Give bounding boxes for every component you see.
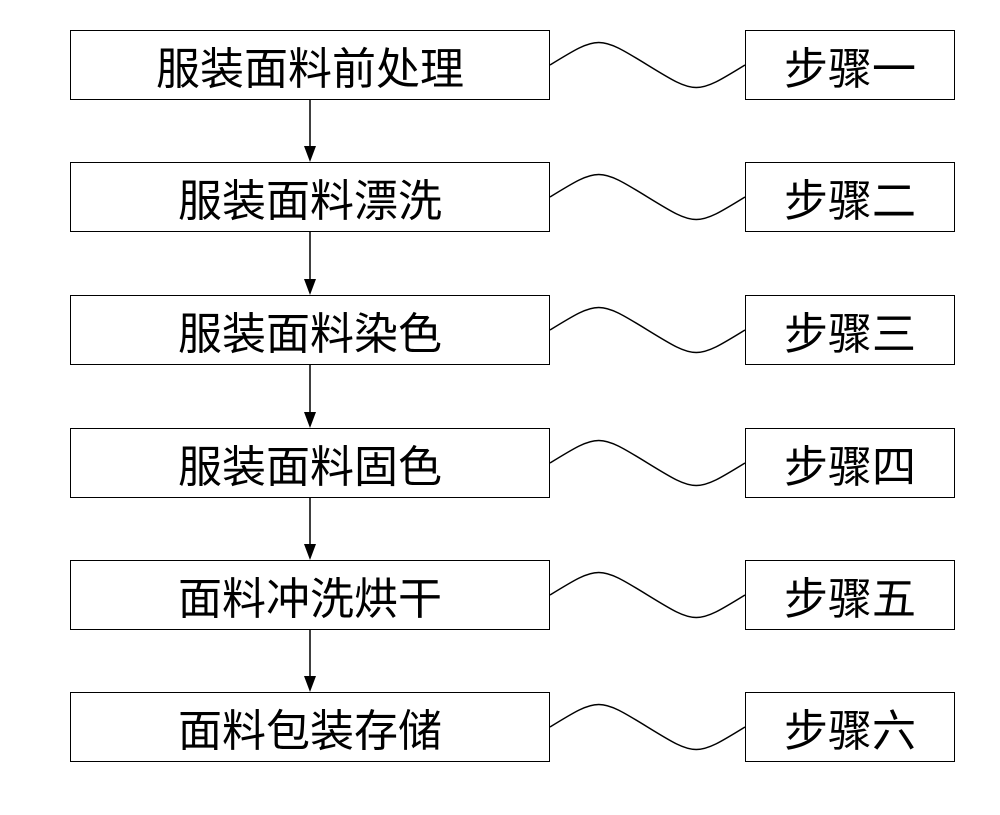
label-box-3: 步骤三	[745, 295, 955, 365]
label-text: 步骤五	[784, 563, 916, 627]
step-box-5: 面料冲洗烘干	[70, 560, 550, 630]
step-box-6: 面料包装存储	[70, 692, 550, 762]
label-text: 步骤一	[784, 33, 916, 97]
label-box-5: 步骤五	[745, 560, 955, 630]
step-text: 服装面料染色	[178, 298, 442, 362]
label-text: 步骤二	[784, 165, 916, 229]
label-text: 步骤四	[784, 431, 916, 495]
label-text: 步骤六	[784, 695, 916, 759]
step-text: 服装面料前处理	[156, 33, 464, 97]
step-text: 面料包装存储	[178, 695, 442, 759]
step-text: 服装面料固色	[178, 431, 442, 495]
step-box-2: 服装面料漂洗	[70, 162, 550, 232]
step-box-3: 服装面料染色	[70, 295, 550, 365]
label-box-2: 步骤二	[745, 162, 955, 232]
label-box-4: 步骤四	[745, 428, 955, 498]
step-box-4: 服装面料固色	[70, 428, 550, 498]
label-text: 步骤三	[784, 298, 916, 362]
flowchart-container: 服装面料前处理 服装面料漂洗 服装面料染色 服装面料固色 面料冲洗烘干 面料包装…	[0, 0, 1000, 815]
step-text: 面料冲洗烘干	[178, 563, 442, 627]
step-text: 服装面料漂洗	[178, 165, 442, 229]
label-box-1: 步骤一	[745, 30, 955, 100]
label-box-6: 步骤六	[745, 692, 955, 762]
step-box-1: 服装面料前处理	[70, 30, 550, 100]
